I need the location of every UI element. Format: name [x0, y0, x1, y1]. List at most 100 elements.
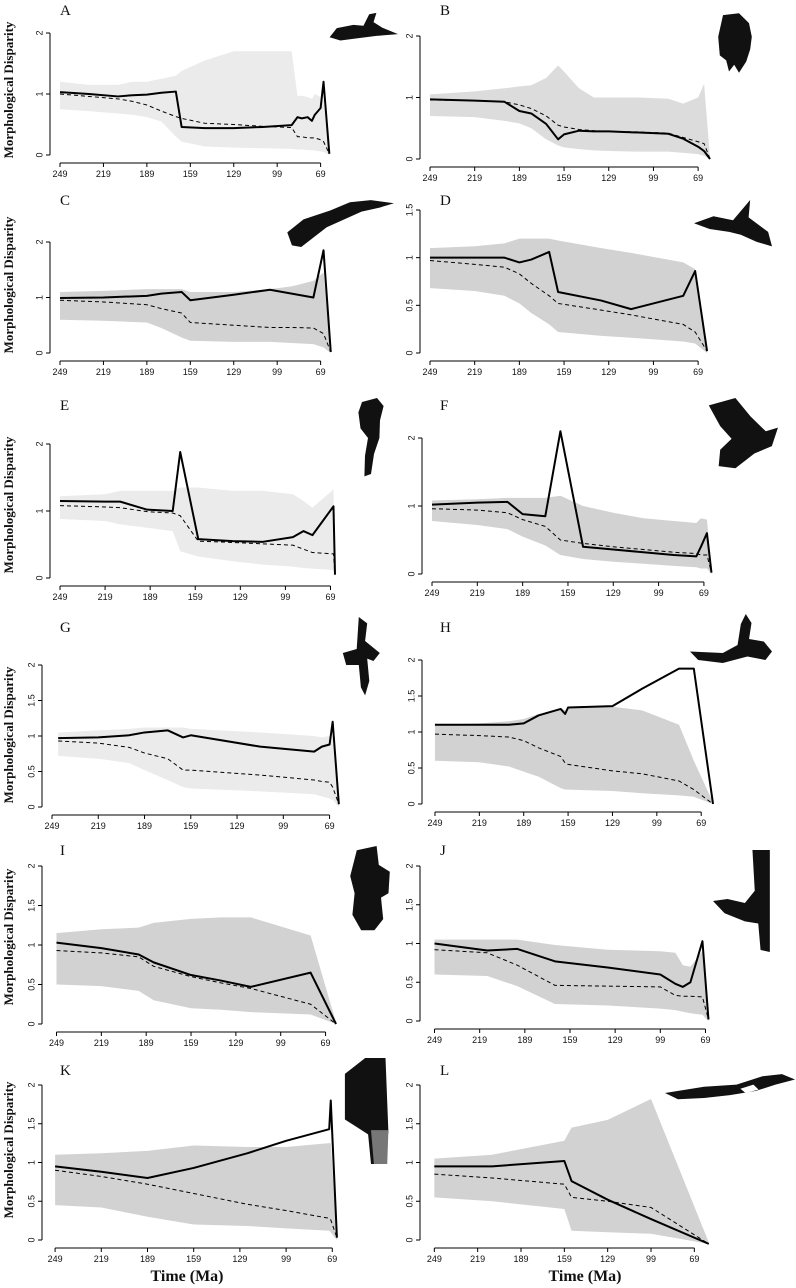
confidence-band	[60, 51, 330, 155]
y-tick-label: 1	[34, 295, 44, 300]
x-tick-label: 249	[427, 818, 442, 828]
pelvis-silhouette-icon	[342, 617, 380, 696]
ribbed-jaw-silhouette-icon	[718, 13, 752, 73]
y-tick-label: 2	[404, 863, 414, 868]
confidence-band	[55, 1143, 337, 1240]
y-axis: 0 1 2	[404, 33, 421, 162]
expected-disparity-line	[59, 505, 336, 575]
y-axis-title: Morphological Disparity	[1, 868, 16, 1005]
x-tick-label: 99	[281, 1254, 291, 1264]
panel-letter: D	[440, 193, 451, 209]
expected-disparity-line	[431, 508, 712, 573]
x-axis-title: Time (Ma)	[150, 1268, 223, 1285]
x-tick-label: 129	[606, 588, 621, 598]
x-tick-label: 99	[652, 818, 662, 828]
x-axis: 249 219 189 159 129 99 69	[49, 1031, 331, 1048]
x-axis: 249 219 189 159 129 99 69	[424, 581, 709, 598]
x-axis: 249 219 189 159 129 99 69	[422, 360, 703, 377]
y-tick-label: 1.5	[26, 694, 36, 707]
confidence-band	[60, 272, 331, 353]
x-tick-label: 249	[52, 367, 67, 377]
y-tick-label: 0.5	[26, 978, 36, 991]
y-axis: 0 0.5 1 1.5 2	[26, 863, 43, 1027]
x-tick-label: 189	[143, 592, 158, 602]
y-tick-label: 0	[404, 1237, 414, 1242]
y-axis: 0 0.5 1 1.5 2	[406, 657, 423, 807]
y-tick-label: 1	[406, 729, 416, 734]
x-tick-label: 159	[184, 1038, 199, 1048]
x-tick-label: 189	[139, 169, 154, 179]
chart-panel-d: 0 0.5 1 1.5 249 219 189 159 129 99 69 D	[404, 193, 772, 377]
x-tick-label: 99	[280, 592, 290, 602]
chart-panel-k: 0 0.5 1 1.5 2 249 219 189 159 129 99 69 K	[26, 1058, 389, 1264]
x-tick-label: 249	[422, 367, 437, 377]
x-tick-label: 99	[654, 588, 664, 598]
x-tick-label: 159	[183, 821, 198, 831]
y-tick-label: 2	[34, 30, 44, 35]
x-tick-label: 69	[689, 1254, 699, 1264]
x-tick-label: 219	[96, 367, 111, 377]
x-tick-label: 249	[422, 173, 437, 183]
y-tick-label: 1	[34, 508, 44, 513]
x-axis: 249 219 189 159 129 99 69	[52, 162, 326, 179]
x-tick-label: 69	[321, 1038, 331, 1048]
x-tick-label: 249	[52, 592, 67, 602]
x-tick-label: 219	[472, 818, 487, 828]
expected-disparity-line	[429, 260, 708, 352]
y-axis: 0 0.5 1 1.5	[404, 204, 421, 356]
x-tick-label: 129	[601, 173, 616, 183]
y-tick-label: 2	[406, 435, 416, 440]
y-tick-label: 0	[404, 1018, 414, 1023]
x-tick-label: 69	[325, 821, 335, 831]
x-tick-label: 249	[427, 1254, 442, 1264]
x-tick-label: 219	[467, 173, 482, 183]
y-axis-title: Morphological Disparity	[1, 21, 16, 158]
observed-disparity-line	[431, 430, 713, 573]
expected-disparity-line	[58, 740, 340, 805]
x-tick-label: 189	[137, 821, 152, 831]
broad-skull-silhouette-icon	[708, 398, 778, 469]
x-tick-label: 219	[472, 1035, 487, 1045]
y-tick-label: 2	[34, 441, 44, 446]
x-tick-label: 99	[648, 173, 658, 183]
x-tick-label: 99	[646, 1254, 656, 1264]
y-tick-label: 1	[404, 95, 414, 100]
x-tick-label: 69	[700, 1035, 710, 1045]
x-tick-label: 249	[424, 588, 439, 598]
confidence-band	[430, 238, 708, 353]
y-tick-label: 0.5	[26, 765, 36, 778]
chart-panel-i: 0 0.5 1 1.5 2 249 219 189 159 129 99 69 I	[26, 843, 390, 1048]
y-tick-label: 0	[404, 156, 414, 161]
confidence-band	[432, 495, 712, 574]
observed-disparity-line	[56, 941, 337, 1025]
x-axis: 249 219 189 159 129 99 69	[44, 814, 335, 831]
x-tick-label: 69	[327, 1254, 337, 1264]
observed-disparity-line	[58, 720, 340, 805]
expected-disparity-line	[59, 299, 332, 353]
x-tick-label: 219	[94, 1038, 109, 1048]
x-tick-label: 129	[600, 1254, 615, 1264]
y-tick-label: 1.5	[404, 204, 414, 217]
expected-disparity-line	[59, 93, 330, 154]
observed-disparity-line	[429, 98, 711, 160]
y-tick-label: 1.5	[26, 1117, 36, 1130]
y-tick-label: 1	[404, 255, 414, 260]
x-tick-label: 129	[228, 1038, 243, 1048]
y-tick-label: 1.5	[404, 898, 414, 911]
observed-disparity-line	[59, 249, 332, 352]
chart-panel-g: 0 0.5 1 1.5 2 249 219 189 159 129 99 69 G	[26, 617, 380, 831]
confidence-band	[434, 706, 714, 804]
x-tick-label: 129	[226, 367, 241, 377]
chart-panel-e: 0 1 2 249 219 189 159 129 99 69 E	[34, 398, 384, 602]
y-tick-label: 2	[26, 863, 36, 868]
x-tick-label: 99	[272, 367, 282, 377]
y-axis-title: Morphological Disparity	[1, 666, 16, 803]
y-axis-title: Morphological Disparity	[1, 216, 16, 353]
x-tick-label: 249	[427, 1035, 442, 1045]
panel-letter: B	[440, 3, 450, 19]
panel-letter: J	[440, 843, 446, 859]
x-tick-label: 69	[693, 367, 703, 377]
y-tick-label: 0	[34, 152, 44, 157]
x-tick-label: 159	[557, 367, 572, 377]
x-tick-label: 219	[96, 169, 111, 179]
